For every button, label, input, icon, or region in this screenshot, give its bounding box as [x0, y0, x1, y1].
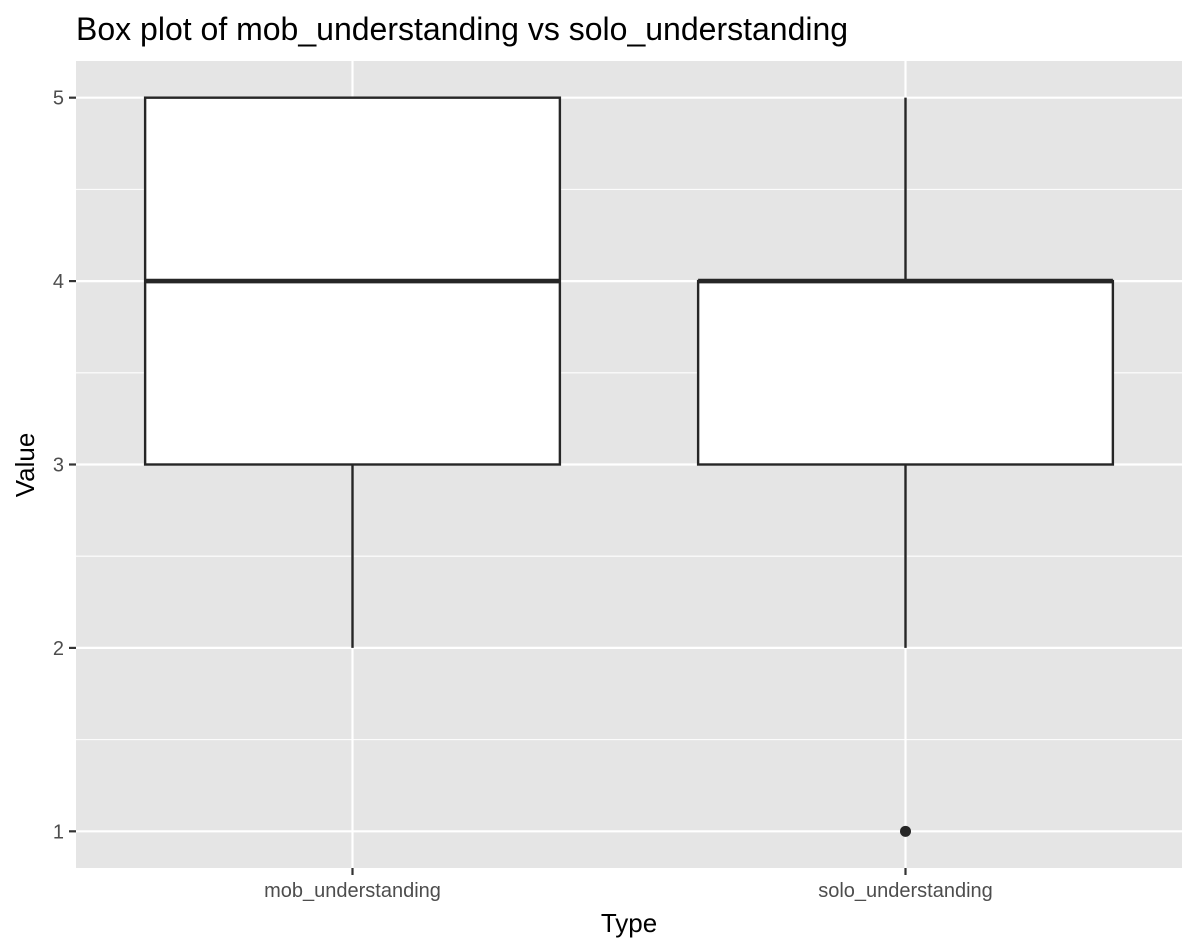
- y-tick-label: 4: [53, 271, 64, 293]
- x-axis-title: Type: [601, 908, 657, 938]
- y-tick-label: 1: [53, 821, 64, 843]
- boxes: [143, 96, 1115, 837]
- box-solo_understanding: [696, 97, 1115, 837]
- axes: 1 2 3 4 5 mob_understanding solo_understanding: [53, 88, 993, 902]
- y-axis-title: Value: [10, 433, 40, 498]
- chart-title: Box plot of mob_understanding vs solo_un…: [76, 11, 848, 47]
- y-tick-label: 5: [53, 88, 64, 110]
- box-mob_understanding: [143, 96, 562, 648]
- y-tick-label: 2: [53, 638, 64, 660]
- y-tick-label: 3: [53, 455, 64, 477]
- x-tick-label: mob_understanding: [264, 880, 441, 902]
- outlier-point: [900, 825, 911, 837]
- x-tick-label: solo_understanding: [818, 880, 993, 902]
- iqr-box: [696, 279, 1115, 466]
